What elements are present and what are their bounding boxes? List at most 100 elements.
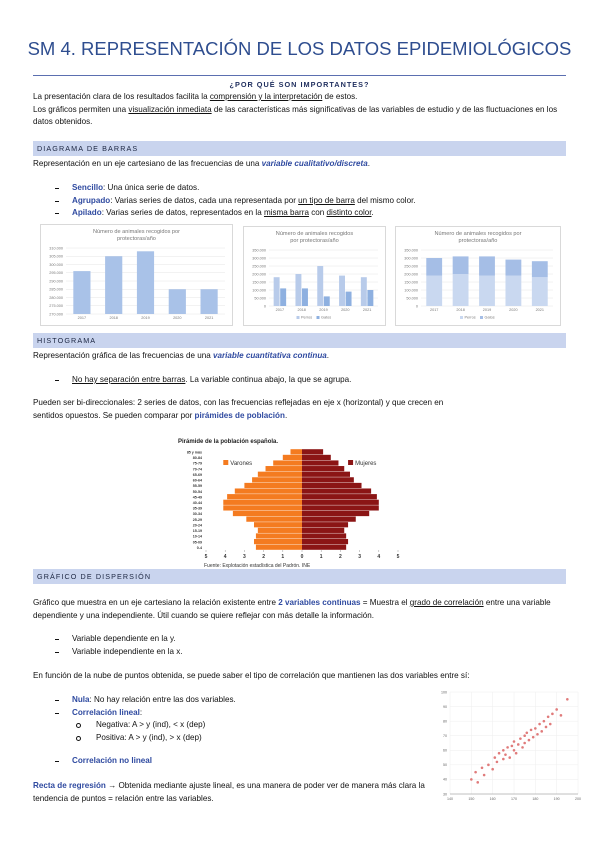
text: Los gráficos permiten una [33, 104, 129, 114]
y-tick-label: 250.000 [404, 264, 418, 268]
bar [252, 477, 302, 483]
y-tick-label: 10-14 [193, 535, 202, 539]
bar [302, 449, 324, 455]
text: 2 variables continuas [278, 598, 361, 607]
legend-swatch [460, 316, 463, 319]
text: = Muestra el [360, 598, 410, 607]
section-subheading: ¿POR QUÉ SON IMPORTANTES? [229, 80, 370, 89]
x-tick-label: 2018 [297, 308, 305, 312]
bar [302, 494, 377, 500]
y-tick-label: 05-09 [193, 540, 202, 544]
text: pirámides de población [194, 410, 285, 420]
bar [223, 505, 302, 511]
text: . [284, 410, 288, 420]
bar [323, 296, 330, 306]
bar [257, 527, 302, 533]
legend-swatch [316, 316, 320, 319]
y-tick-label: 90 [443, 705, 447, 709]
bar [257, 471, 302, 477]
bar-segment [531, 277, 548, 306]
text: Representación en un eje cartesiano de l… [33, 159, 262, 168]
bar [136, 251, 155, 314]
point [546, 715, 550, 719]
point [523, 734, 526, 738]
text: → Obtenida mediante ajuste lineal, es un… [33, 781, 425, 803]
y-tick-label: 60-64 [193, 479, 202, 483]
x-tick-label: 160 [490, 797, 496, 801]
bullet: Variable independiente en la x. [33, 646, 566, 659]
text: del mismo color. [354, 195, 416, 205]
bar [280, 288, 287, 306]
point [525, 731, 529, 735]
bar [360, 277, 367, 306]
x-tick-label: 150 [468, 797, 474, 801]
bar [234, 488, 302, 494]
y-tick-label: 0-4 [197, 546, 202, 550]
text: Correlación lineal [72, 707, 140, 717]
legend-label: Perros [301, 316, 312, 320]
paragraph: Gráfico que muestra en un eje cartesiano… [33, 597, 566, 622]
paragraph: Pueden ser bi-direccionales: 2 series de… [33, 397, 453, 422]
y-tick-label: 200.000 [404, 272, 418, 276]
bar-segment [505, 259, 522, 276]
x-tick-label: 2020 [509, 308, 517, 312]
bullet: Agrupado: Varias series de datos, cada u… [33, 195, 566, 208]
y-tick-label: 40 [443, 778, 447, 782]
y-tick-label: 50.000 [254, 296, 266, 300]
x-tick-label: 2021 [363, 308, 371, 312]
y-tick-label: 50-54 [193, 490, 202, 494]
bar-segment [531, 261, 548, 278]
bar [200, 289, 218, 314]
y-tick-label: 60 [443, 749, 447, 753]
text: . La variable continua abajo, la que se … [185, 375, 352, 384]
chart: 270.000 275.000 280.000 285.000 290.000 295.0… [40, 224, 233, 326]
bullet: No hay separación entre barras. La varia… [33, 374, 566, 387]
x-tick-label: 2 [339, 554, 342, 560]
x-tick-label: 3 [243, 554, 246, 560]
bar [302, 544, 347, 550]
chart-source: Fuente: Explotación estadística del Padr… [204, 563, 311, 569]
bullet: Correlación no lineal [33, 755, 423, 768]
bar [282, 454, 302, 461]
text: Variable independiente en la x. [72, 646, 183, 656]
point [566, 697, 569, 701]
bar [254, 538, 302, 545]
y-tick-label: 45-49 [193, 495, 202, 499]
bar [317, 266, 324, 306]
bar [302, 538, 349, 545]
chart-title: Número de animales recogidos por protect… [92, 229, 181, 242]
point [497, 751, 501, 755]
point [534, 727, 537, 730]
y-tick-label: 275.000 [49, 304, 63, 308]
text: : Varias series de datos, representados … [101, 208, 264, 218]
y-tick-label: 25-29 [193, 518, 202, 522]
paragraph: Representación en un eje cartesiano de l… [33, 158, 566, 171]
point [510, 744, 514, 748]
point [470, 778, 473, 781]
legend-label: Mujeres [355, 461, 376, 467]
chart-svg: 0 50.000 100.000 150.000 200.000 250.000 300.0… [395, 226, 561, 326]
point [531, 735, 535, 739]
bar [244, 482, 302, 489]
y-tick-label: 80-84 [193, 456, 202, 460]
y-tick-label: 270.000 [49, 312, 63, 316]
y-tick-label: 100 [441, 690, 447, 694]
y-tick-label: 65-69 [193, 473, 202, 477]
text: . [367, 159, 370, 168]
chart-frame [243, 226, 386, 326]
point [540, 730, 544, 733]
point [491, 767, 494, 771]
point [493, 756, 497, 759]
x-tick-label: 5 [397, 554, 400, 560]
x-tick-label: 2020 [341, 308, 349, 312]
chart: Pirámide de la población española. 0-4 05-… [176, 436, 406, 570]
text: Pueden ser bi-direccionales: 2 series de… [33, 398, 444, 420]
point [506, 746, 509, 749]
y-tick-label: 250.000 [252, 264, 266, 268]
chart: 0 50.000 100.000 150.000 200.000 250.000 300.0… [395, 226, 561, 326]
point [527, 738, 531, 742]
bar [302, 527, 345, 533]
legend-swatch [480, 316, 483, 319]
point [508, 756, 512, 759]
